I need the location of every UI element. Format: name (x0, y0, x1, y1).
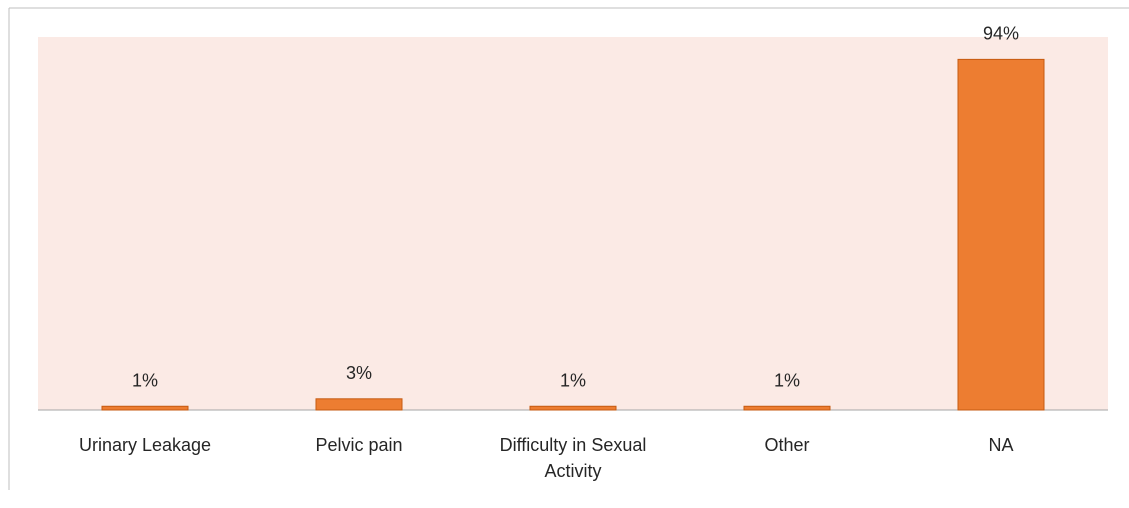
value-label: 1% (560, 370, 586, 390)
x-tick-label: Difficulty in Sexual Activity (499, 435, 647, 481)
bar (957, 58, 1045, 411)
value-label: 3% (346, 363, 372, 383)
value-label: 1% (132, 370, 158, 390)
x-tick-label: Other (764, 435, 810, 455)
bar (529, 405, 617, 411)
bar (101, 405, 189, 411)
x-tick-label: Pelvic pain (315, 435, 403, 455)
plot-area (38, 37, 1108, 410)
x-tick-label: Urinary Leakage (78, 435, 212, 455)
value-label: 94% (983, 23, 1019, 43)
bar (315, 398, 403, 411)
value-label: 1% (774, 370, 800, 390)
x-tick-label: NA (988, 435, 1014, 455)
bar (743, 405, 831, 411)
